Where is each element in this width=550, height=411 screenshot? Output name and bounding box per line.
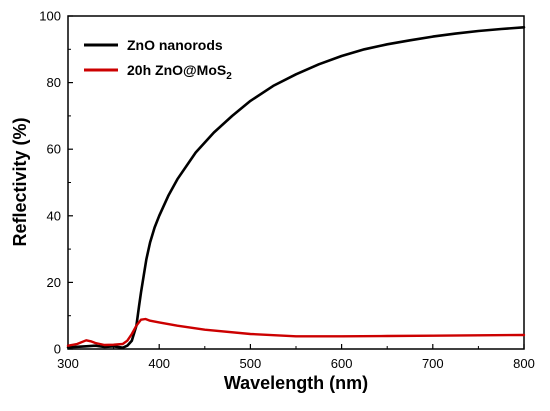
x-tick-label: 300: [57, 356, 79, 371]
y-tick-label: 80: [47, 75, 61, 90]
legend-label-zno-mos2-main: 20h ZnO@MoS: [127, 62, 226, 78]
series-layer: [66, 25, 526, 350]
x-tick-label: 700: [422, 356, 444, 371]
y-tick-label: 20: [47, 275, 61, 290]
legend-label-zno-nanorods: ZnO nanorods: [127, 37, 223, 53]
y-tick-label: 0: [54, 342, 61, 357]
x-tick-label: 800: [513, 356, 535, 371]
series-line-zno-mos2: [66, 317, 526, 347]
y-tick-label: 60: [47, 142, 61, 157]
y-tick-label: 100: [39, 9, 61, 24]
axis-ticks: 300 400 500 600 700 800 0 20 40 60 80 100: [39, 9, 535, 372]
x-tick-label: 400: [148, 356, 170, 371]
y-axis-title: Reflectivity (%): [10, 117, 30, 246]
y-tick-label: 40: [47, 208, 61, 223]
x-axis-title: Wavelength (nm): [224, 373, 368, 393]
series-line-zno-nanorods: [66, 25, 526, 350]
legend-label-zno-mos2: 20h ZnO@MoS2: [127, 62, 232, 82]
x-tick-label: 500: [240, 356, 262, 371]
legend-label-zno-mos2-subscript: 2: [226, 71, 232, 82]
x-tick-label: 600: [331, 356, 353, 371]
legend: ZnO nanorods 20h ZnO@MoS2: [84, 37, 232, 82]
